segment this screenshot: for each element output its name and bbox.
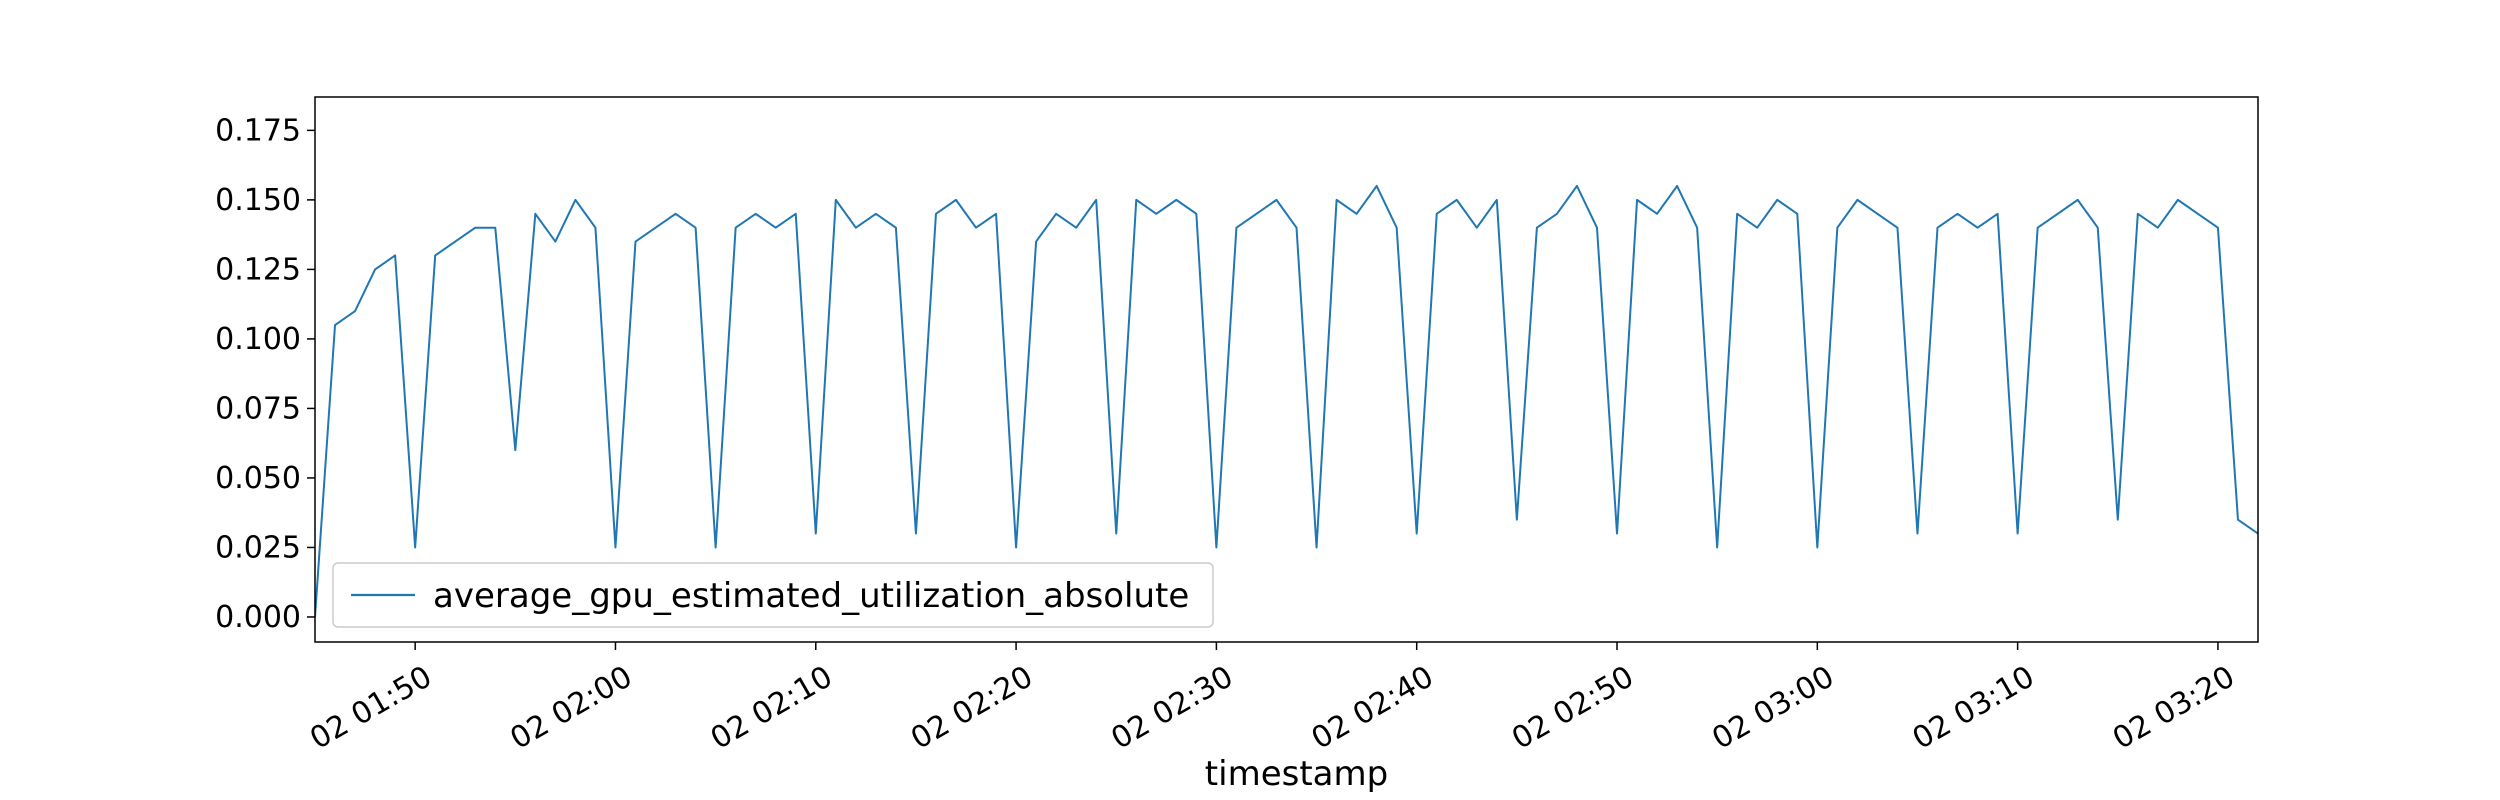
legend: average_gpu_estimated_utilization_absolu… xyxy=(332,562,1214,628)
y-tick-label: 0.175 xyxy=(215,113,301,148)
plot-area xyxy=(315,184,2258,618)
y-tick-label: 0.075 xyxy=(215,391,301,426)
y-tick-label: 0.100 xyxy=(215,322,301,357)
y-axis: 0.000 0.025 0.050 0.075 0.100 0.125 0.150 0.175 xyxy=(215,113,315,635)
y-tick-label: 0.050 xyxy=(215,461,301,496)
y-tick-label: 0.125 xyxy=(215,252,301,287)
y-tick-label: 0.025 xyxy=(215,530,301,565)
y-tick-label: 0.150 xyxy=(215,183,301,218)
x-axis-title: timestamp xyxy=(1205,754,1388,794)
series-line xyxy=(315,184,2258,618)
legend-label: average_gpu_estimated_utilization_absolu… xyxy=(433,576,1189,616)
plot-frame xyxy=(314,96,2259,643)
legend-box xyxy=(332,562,1214,628)
series-layer xyxy=(315,184,2258,618)
y-tick-label: 0.000 xyxy=(215,600,301,635)
